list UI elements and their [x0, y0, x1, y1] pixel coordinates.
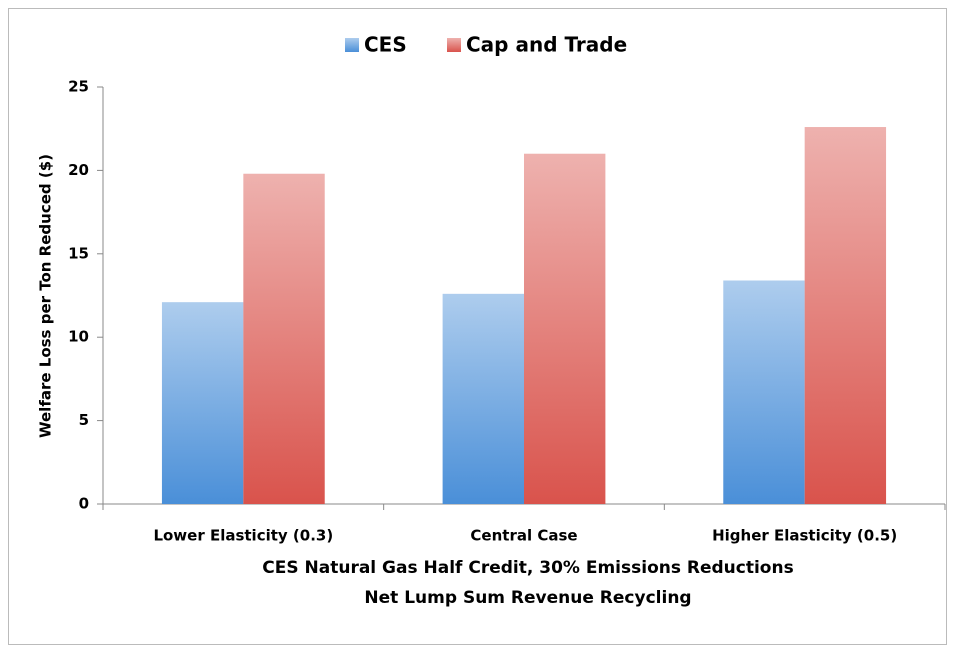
y-tick-label: 0 — [79, 495, 89, 513]
x-tick-label: Central Case — [470, 527, 577, 545]
legend-label: CES — [364, 33, 407, 57]
y-tick-label: 20 — [68, 161, 89, 179]
x-axis-title: CES Natural Gas Half Credit, 30% Emissio… — [262, 558, 793, 578]
bar — [442, 293, 524, 504]
bar — [524, 153, 606, 504]
x-tick-label: Lower Elasticity (0.3) — [153, 527, 333, 545]
bar — [243, 173, 325, 504]
x-axis-title: Net Lump Sum Revenue Recycling — [364, 588, 691, 608]
legend-swatch — [447, 38, 461, 52]
legend-swatch — [345, 38, 359, 52]
y-tick-label: 15 — [68, 244, 89, 262]
bar — [161, 302, 244, 504]
x-tick-label: Higher Elasticity (0.5) — [712, 527, 897, 545]
bar — [804, 127, 887, 505]
y-tick-label: 10 — [68, 328, 89, 346]
y-tick-label: 25 — [68, 78, 89, 96]
y-axis-title: Welfare Loss per Ton Reduced ($) — [37, 154, 55, 438]
bar — [723, 280, 805, 504]
y-tick-label: 5 — [79, 411, 89, 429]
legend-label: Cap and Trade — [466, 33, 627, 57]
